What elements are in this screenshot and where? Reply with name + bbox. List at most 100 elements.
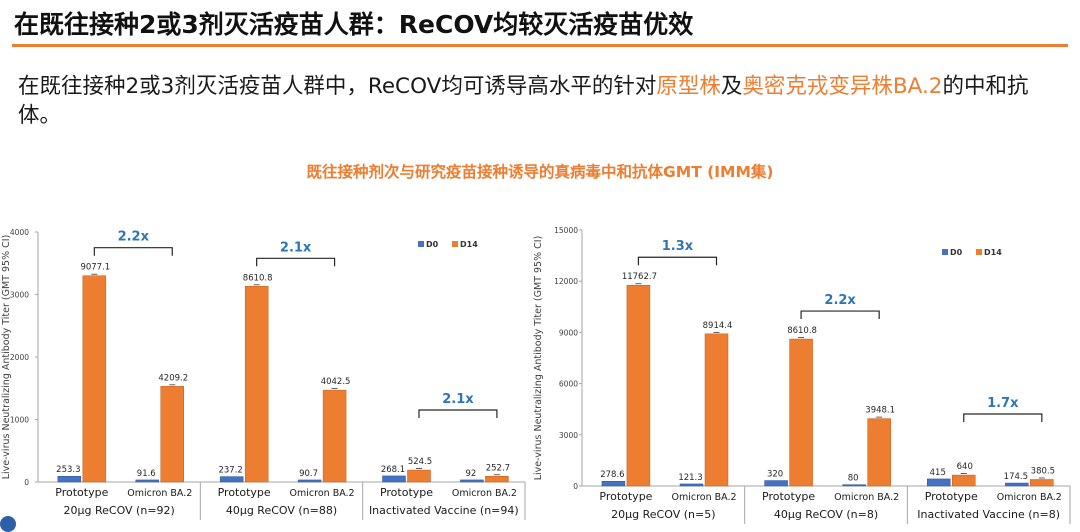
y-tick-label: 15000 bbox=[554, 226, 578, 235]
group-label: Inactivated Vaccine (n=8) bbox=[917, 508, 1060, 521]
data-label-d14: 4209.2 bbox=[158, 373, 188, 383]
bar-d0 bbox=[927, 478, 951, 487]
x-tick-label: Omicron BA.2 bbox=[127, 488, 192, 499]
x-tick-label: Omicron BA.2 bbox=[290, 488, 355, 499]
bar-d14 bbox=[789, 338, 813, 487]
y-tick-label: 3000 bbox=[10, 291, 29, 300]
data-label-d14: 3948.1 bbox=[865, 406, 895, 416]
subtitle-text: 及 bbox=[720, 74, 743, 99]
subtitle-highlight: 原型株 bbox=[656, 74, 721, 99]
bar-d14 bbox=[485, 476, 509, 483]
data-label-d0: 320 bbox=[767, 470, 783, 480]
group-label: 20μg ReCOV (n=5) bbox=[611, 508, 715, 521]
title-divider bbox=[12, 44, 1068, 47]
legend-label-d0: D0 bbox=[950, 248, 963, 257]
x-tick-label: Omicron BA.2 bbox=[997, 492, 1062, 503]
fold-bracket bbox=[418, 409, 498, 418]
bar-d0 bbox=[1005, 482, 1029, 487]
x-tick-label: Prototype bbox=[218, 486, 271, 499]
fold-change-label: 2.1x bbox=[280, 240, 312, 255]
bar-d14 bbox=[160, 386, 184, 483]
y-tick-label: 2000 bbox=[10, 353, 29, 362]
group-label: 20μg ReCOV (n=92) bbox=[64, 504, 175, 517]
legend-swatch-d0 bbox=[942, 249, 948, 255]
fold-change-label: 2.1x bbox=[442, 392, 474, 407]
bar-d0 bbox=[382, 475, 406, 483]
data-label-d0: 268.1 bbox=[381, 465, 405, 475]
legend-label-d0: D0 bbox=[426, 240, 439, 249]
data-label-d0: 92 bbox=[466, 469, 477, 479]
group-label: 40μg ReCOV (n=8) bbox=[774, 508, 878, 521]
bar-d14 bbox=[244, 286, 269, 483]
data-label-d14: 640 bbox=[957, 462, 973, 472]
y-tick-label: 0 bbox=[573, 482, 578, 491]
bar-d14 bbox=[626, 284, 651, 487]
bar-d14 bbox=[82, 275, 107, 483]
bar-d0 bbox=[219, 476, 244, 483]
data-label-d0: 80 bbox=[848, 474, 859, 484]
legend-swatch-d14 bbox=[452, 241, 458, 247]
subtitle-highlight: 奥密克戎变异株BA.2 bbox=[742, 74, 943, 99]
y-tick-label: 9000 bbox=[559, 328, 578, 337]
data-label-d0: 174.5 bbox=[1004, 472, 1028, 482]
x-tick-label: Prototype bbox=[925, 490, 978, 503]
data-label-d14: 8610.8 bbox=[243, 273, 273, 283]
fold-bracket bbox=[963, 413, 1043, 422]
bar-d14 bbox=[407, 469, 431, 483]
data-label-d14: 8610.8 bbox=[787, 326, 817, 336]
x-tick-label: Prototype bbox=[599, 490, 652, 503]
data-label-d14: 380.5 bbox=[1031, 467, 1055, 477]
bar-d14 bbox=[867, 418, 891, 487]
slide-title: 在既往接种2或3剂灭活疫苗人群：ReCOV均较灭活疫苗优效 bbox=[14, 10, 694, 39]
bar-d0 bbox=[135, 479, 159, 483]
bar-d0 bbox=[57, 475, 82, 483]
y-tick-label: 3000 bbox=[559, 431, 578, 440]
fold-bracket bbox=[256, 257, 336, 267]
y-tick-label: 1000 bbox=[10, 416, 29, 425]
chart-heading: 既往接种剂次与研究疫苗接种诱导的真病毒中和抗体GMT (IMM集) bbox=[306, 163, 774, 181]
fold-change-label: 1.7x bbox=[987, 396, 1019, 411]
data-label-d14: 11762.7 bbox=[622, 272, 657, 282]
bar-d14 bbox=[952, 474, 976, 487]
bar-d0 bbox=[297, 479, 322, 483]
data-label-d0: 415 bbox=[930, 468, 946, 478]
bar-d14 bbox=[322, 389, 347, 483]
chart-left: Live-virus Neutralizing Antibody Titer (… bbox=[1, 228, 526, 520]
slide-subtitle: 在既往接种2或3剂灭活疫苗人群中，ReCOV均可诱导高水平的针对原型株及奥密克戎… bbox=[18, 72, 1058, 130]
fold-bracket bbox=[93, 247, 173, 256]
subtitle-text: 在既往接种2或3剂灭活疫苗人群中，ReCOV均可诱导高水平的针对 bbox=[18, 74, 657, 99]
bar-d0 bbox=[601, 480, 626, 487]
data-label-d0: 91.6 bbox=[137, 469, 156, 479]
decorative-dot bbox=[0, 516, 16, 532]
x-tick-label: Prototype bbox=[762, 490, 815, 503]
x-tick-label: Omicron BA.2 bbox=[452, 488, 517, 499]
y-tick-label: 6000 bbox=[559, 380, 578, 389]
data-label-d0: 253.3 bbox=[56, 465, 80, 475]
data-label-d14: 8914.4 bbox=[703, 321, 733, 331]
legend-label-d14: D14 bbox=[984, 248, 1002, 257]
bar-d0 bbox=[679, 483, 704, 487]
y-tick-label: 0 bbox=[24, 478, 29, 487]
data-label-d14: 524.5 bbox=[408, 457, 432, 467]
x-tick-label: Omicron BA.2 bbox=[834, 492, 899, 503]
group-label: Inactivated Vaccine (n=94) bbox=[369, 504, 519, 517]
fold-bracket bbox=[637, 256, 718, 266]
y-axis-label: Live-virus Neutralizing Antibody Titer (… bbox=[1, 235, 12, 480]
y-tick-label: 4000 bbox=[10, 228, 29, 237]
legend-swatch-d14 bbox=[976, 249, 982, 255]
fold-change-label: 2.2x bbox=[118, 230, 150, 245]
legend-swatch-d0 bbox=[418, 241, 424, 247]
fold-change-label: 1.3x bbox=[662, 239, 694, 254]
y-tick-label: 12000 bbox=[554, 277, 578, 286]
subtitle-text: 的中和抗体。 bbox=[18, 74, 1029, 128]
bar-d0 bbox=[460, 479, 484, 483]
legend-label-d14: D14 bbox=[460, 240, 478, 249]
x-tick-label: Omicron BA.2 bbox=[671, 492, 736, 503]
bar-d14 bbox=[1030, 479, 1054, 487]
group-label: 40μg ReCOV (n=88) bbox=[226, 504, 337, 517]
bar-d0 bbox=[764, 480, 788, 487]
x-tick-label: Prototype bbox=[380, 486, 433, 499]
fold-bracket bbox=[800, 310, 880, 320]
data-label-d0: 237.2 bbox=[218, 466, 242, 476]
fold-change-label: 2.2x bbox=[824, 293, 856, 308]
